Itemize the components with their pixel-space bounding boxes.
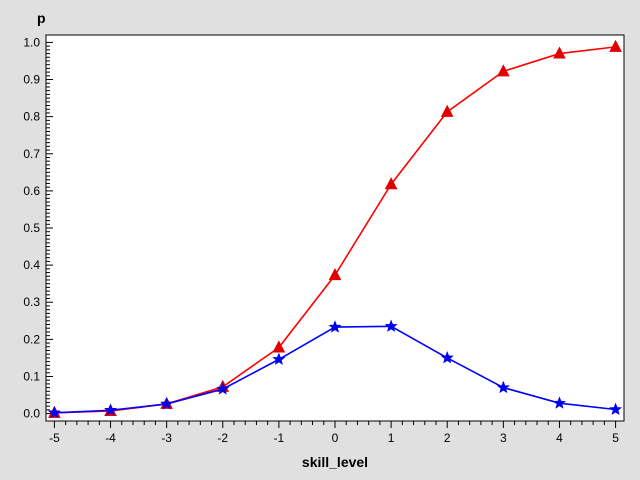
star-marker [104, 403, 118, 416]
triangle-marker [272, 340, 286, 353]
y-tick-label: 0.4 [23, 258, 40, 272]
y-tick-label: 0.1 [23, 369, 40, 383]
x-axis: -5 -4 -3 -2 -1 0 1 2 3 4 5 [49, 421, 619, 445]
x-tick-label: -3 [161, 431, 172, 445]
star-marker [160, 397, 174, 410]
star-marker [496, 380, 510, 394]
star-marker [552, 396, 566, 409]
y-tick-label: 0.0 [23, 407, 40, 421]
y-tick-label: 0.7 [23, 147, 40, 161]
star-marker [328, 320, 342, 333]
triangle-marker [553, 46, 566, 59]
series-group [47, 39, 623, 419]
y-tick-label: 0.3 [23, 295, 40, 309]
y-tick-label: 0.8 [23, 110, 40, 124]
star-marker [47, 406, 61, 419]
star-marker [440, 351, 454, 364]
triangle-marker [609, 39, 622, 52]
triangle-marker [328, 268, 342, 281]
x-tick-label: 2 [444, 431, 451, 445]
star-marker [272, 352, 286, 365]
triangle-marker [497, 64, 510, 77]
star-marker [216, 382, 230, 395]
y-axis: 0.0 0.1 0.2 0.3 0.4 0.5 0.6 0.7 0.8 0.9 1.0 [23, 35, 53, 421]
y-tick-label: 0.5 [23, 221, 40, 235]
y-tick-label: 0.6 [23, 184, 40, 198]
x-tick-label: -2 [217, 431, 228, 445]
x-tick-label: -4 [105, 431, 116, 445]
star-marker [384, 319, 398, 332]
y-tick-label: 0.2 [23, 332, 40, 346]
plot-area [45, 34, 625, 422]
x-tick-label: 5 [612, 431, 619, 445]
x-tick-label: -1 [274, 431, 285, 445]
x-tick-label: 0 [332, 431, 339, 445]
x-tick-label: -5 [49, 431, 60, 445]
x-tick-label: 4 [556, 431, 563, 445]
y-tick-label: 0.9 [23, 73, 40, 87]
y-axis-title: p [37, 10, 46, 26]
triangle-marker [440, 104, 454, 117]
x-axis-title: skill_level [302, 454, 368, 470]
y-tick-label: 1.0 [23, 35, 40, 49]
x-tick-label: 1 [388, 431, 395, 445]
x-tick-label: 3 [500, 431, 507, 445]
star-marker [609, 402, 623, 416]
triangle-marker [384, 177, 398, 190]
